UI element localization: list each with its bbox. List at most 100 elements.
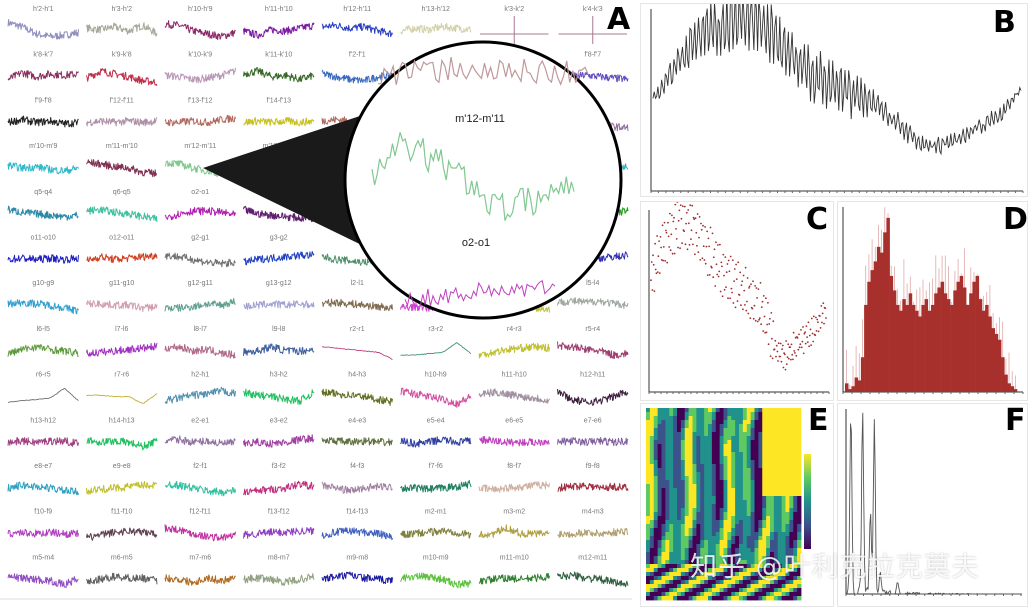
heatmap-cell bbox=[692, 564, 697, 569]
heatmap-cell bbox=[653, 476, 659, 481]
heatmap-cell bbox=[754, 444, 759, 449]
heatmap-cell bbox=[731, 416, 736, 421]
heatmap-cell bbox=[766, 472, 771, 477]
heatmap-cell bbox=[719, 432, 724, 437]
trace-label: l6-l5 bbox=[37, 326, 50, 333]
heatmap-cell bbox=[746, 528, 752, 533]
trace-label: l8-l7 bbox=[194, 326, 207, 333]
heatmap-cell bbox=[754, 408, 759, 413]
heatmap-cell bbox=[661, 484, 666, 489]
heatmap-cell bbox=[715, 548, 721, 553]
heatmap-cell bbox=[673, 520, 678, 525]
heatmap-cell bbox=[696, 408, 701, 413]
heatmap-cell bbox=[708, 484, 713, 489]
scatter-point bbox=[819, 327, 822, 329]
heatmap-cell bbox=[793, 512, 798, 517]
trace-label: f12-f11 bbox=[190, 509, 211, 516]
heatmap-cell bbox=[669, 472, 674, 477]
heatmap-cell bbox=[646, 520, 651, 525]
heatmap-cell bbox=[719, 444, 724, 449]
heatmap-cell bbox=[742, 460, 748, 465]
heatmap-cell bbox=[665, 596, 670, 601]
heatmap-cell bbox=[680, 584, 686, 589]
heatmap-cell bbox=[727, 504, 732, 509]
heatmap-cell bbox=[793, 496, 798, 501]
trace-line bbox=[321, 388, 393, 406]
trace-line bbox=[7, 573, 79, 589]
heatmap-cell bbox=[723, 548, 728, 553]
heatmap-cell bbox=[762, 564, 767, 569]
heatmap-cell bbox=[653, 424, 659, 429]
trace-line bbox=[243, 251, 315, 266]
heatmap-cell bbox=[742, 416, 748, 421]
heatmap-cell bbox=[673, 536, 678, 541]
heatmap-cell bbox=[789, 564, 794, 569]
heatmap-cell bbox=[688, 468, 693, 473]
heatmap-cell bbox=[661, 572, 666, 577]
heatmap-cell bbox=[735, 492, 740, 497]
heatmap-cell bbox=[797, 416, 802, 421]
trace-line bbox=[557, 482, 629, 492]
scatter-point bbox=[780, 360, 783, 363]
heatmap-cell bbox=[677, 568, 682, 573]
heatmap-cell bbox=[746, 584, 752, 589]
heatmap-cell bbox=[646, 508, 651, 513]
heatmap-cell bbox=[696, 456, 701, 461]
trace-line bbox=[86, 527, 158, 541]
heatmap-cell bbox=[773, 532, 779, 537]
heatmap-cell bbox=[653, 564, 659, 569]
scatter-point bbox=[692, 216, 695, 219]
scatter-point bbox=[806, 341, 809, 343]
trace-cell: h13-h12 bbox=[7, 417, 79, 447]
heatmap-cell bbox=[673, 492, 678, 497]
histogram-bar bbox=[896, 304, 900, 392]
heatmap-cell bbox=[700, 488, 705, 493]
heatmap-cell bbox=[704, 412, 709, 417]
heatmap-cell bbox=[758, 572, 763, 577]
scatter-point bbox=[652, 254, 654, 257]
heatmap-cell bbox=[677, 564, 682, 569]
heatmap-cell bbox=[785, 584, 790, 589]
heatmap-cell bbox=[708, 492, 713, 497]
heatmap-cell bbox=[719, 492, 724, 497]
heatmap-cell bbox=[731, 596, 736, 601]
heatmap-cell bbox=[715, 528, 721, 533]
heatmap-cell bbox=[669, 492, 674, 497]
heatmap-cell bbox=[692, 484, 697, 489]
trace-cell: f11-f10 bbox=[86, 509, 158, 541]
heatmap-cell bbox=[789, 560, 794, 565]
scatter-point bbox=[684, 243, 687, 246]
heatmap-cell bbox=[657, 416, 662, 421]
scatter-point bbox=[674, 203, 677, 206]
panel-a-small-multiples: h'2-h'1 h'3-h'2 h'10-h'9 h'11-h'10 h'12-h'11… bbox=[0, 6, 632, 600]
heatmap-cell bbox=[742, 456, 748, 461]
trace-line bbox=[7, 387, 79, 403]
heatmap-cell bbox=[781, 472, 786, 477]
heatmap-cell bbox=[797, 424, 802, 429]
heatmap-cell bbox=[785, 516, 790, 521]
heatmap-cell bbox=[661, 492, 666, 497]
heatmap-cell bbox=[746, 452, 752, 457]
heatmap-cell bbox=[797, 564, 802, 569]
heatmap-cell bbox=[793, 592, 798, 597]
heatmap-cell bbox=[669, 536, 674, 541]
heatmap-cell bbox=[673, 552, 678, 557]
heatmap-cell bbox=[739, 484, 744, 489]
heatmap-cell bbox=[704, 476, 709, 481]
heatmap-cell bbox=[661, 416, 666, 421]
scatter-point bbox=[816, 318, 819, 321]
heatmap-cell bbox=[700, 480, 705, 485]
heatmap-cell bbox=[777, 596, 783, 601]
heatmap-cell bbox=[653, 508, 659, 513]
heatmap-cell bbox=[688, 592, 693, 597]
heatmap-cell bbox=[785, 580, 790, 585]
heatmap-cell bbox=[688, 560, 693, 565]
heatmap-cell bbox=[746, 488, 752, 493]
heatmap-cell bbox=[649, 468, 655, 473]
heatmap-cell bbox=[773, 468, 779, 473]
heatmap-cell bbox=[773, 524, 779, 529]
heatmap-cell bbox=[750, 488, 755, 493]
heatmap-cell bbox=[742, 504, 748, 509]
heatmap-cell bbox=[665, 564, 670, 569]
heatmap-cell bbox=[677, 456, 682, 461]
